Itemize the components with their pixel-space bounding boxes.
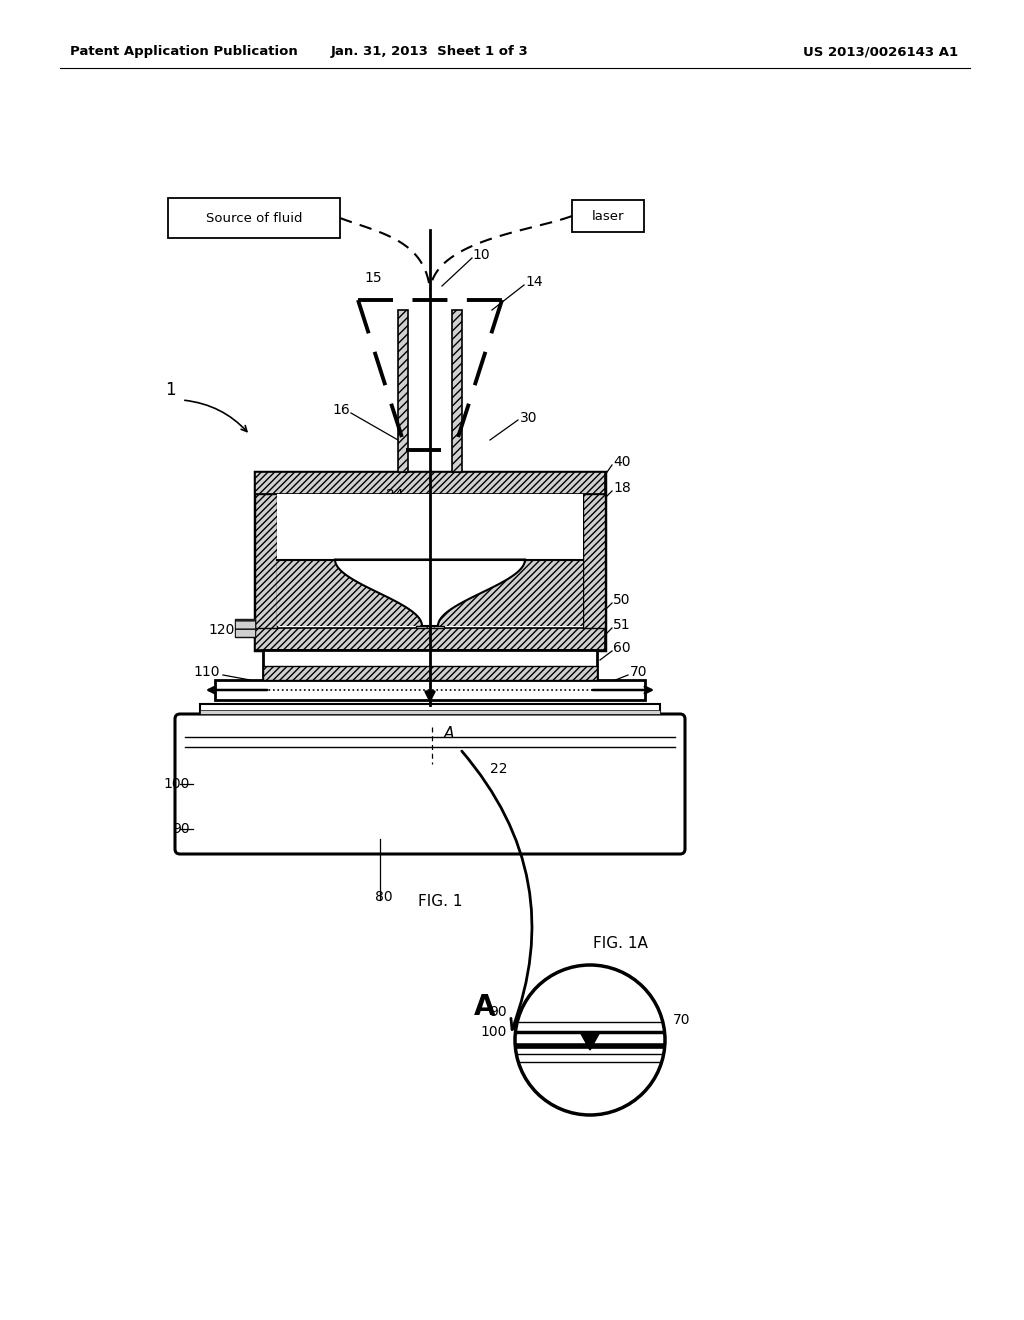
Text: A: A	[444, 726, 455, 742]
Bar	[263, 649, 597, 680]
Text: 70: 70	[630, 665, 647, 678]
Text: 15: 15	[365, 271, 382, 285]
Text: 14: 14	[525, 275, 543, 289]
Text: 22: 22	[490, 762, 508, 776]
Text: 90: 90	[489, 1005, 507, 1019]
Text: 16: 16	[332, 403, 350, 417]
Bar	[278, 494, 583, 560]
Text: 50: 50	[613, 593, 631, 607]
Text: 23: 23	[327, 502, 344, 515]
Bar	[452, 310, 462, 473]
Bar	[200, 704, 660, 714]
Bar	[416, 626, 444, 628]
Text: 80: 80	[375, 890, 392, 904]
Text: 18: 18	[613, 480, 631, 495]
Polygon shape	[335, 560, 525, 626]
Text: 51: 51	[613, 618, 631, 632]
Text: Jan. 31, 2013  Sheet 1 of 3: Jan. 31, 2013 Sheet 1 of 3	[331, 45, 528, 58]
Text: 60: 60	[613, 642, 631, 655]
Bar	[255, 628, 605, 649]
Text: US 2013/0026143 A1: US 2013/0026143 A1	[803, 45, 958, 58]
Text: 20: 20	[476, 502, 494, 515]
Bar	[200, 710, 660, 714]
Bar	[168, 198, 340, 238]
Text: FIG. 1A: FIG. 1A	[593, 936, 647, 950]
Bar	[263, 667, 597, 680]
Bar	[255, 473, 605, 494]
Text: 1: 1	[165, 381, 175, 399]
Text: 17: 17	[412, 561, 429, 576]
Bar	[572, 201, 644, 232]
Bar	[234, 619, 255, 638]
Bar	[234, 619, 255, 638]
Polygon shape	[580, 1032, 600, 1049]
Circle shape	[515, 965, 665, 1115]
Text: A: A	[474, 993, 496, 1020]
Bar	[583, 494, 605, 628]
Text: 100: 100	[164, 777, 190, 791]
Text: 10: 10	[472, 248, 489, 261]
FancyBboxPatch shape	[175, 714, 685, 854]
Text: 100: 100	[480, 1026, 507, 1039]
Text: 70: 70	[673, 1012, 690, 1027]
Text: 30: 30	[520, 411, 538, 425]
Text: FIG. 1: FIG. 1	[418, 895, 462, 909]
Text: 120: 120	[209, 623, 234, 638]
Text: Patent Application Publication: Patent Application Publication	[70, 45, 298, 58]
Bar	[398, 310, 408, 473]
Bar	[278, 560, 583, 626]
Text: laser: laser	[592, 210, 625, 223]
Text: 90: 90	[172, 822, 190, 836]
Bar	[255, 494, 278, 628]
Text: 110: 110	[194, 665, 220, 678]
Bar	[255, 473, 605, 649]
Text: 24: 24	[386, 488, 403, 502]
Text: 40: 40	[613, 455, 631, 469]
Text: Source of fluid: Source of fluid	[206, 211, 302, 224]
Bar	[215, 680, 645, 700]
